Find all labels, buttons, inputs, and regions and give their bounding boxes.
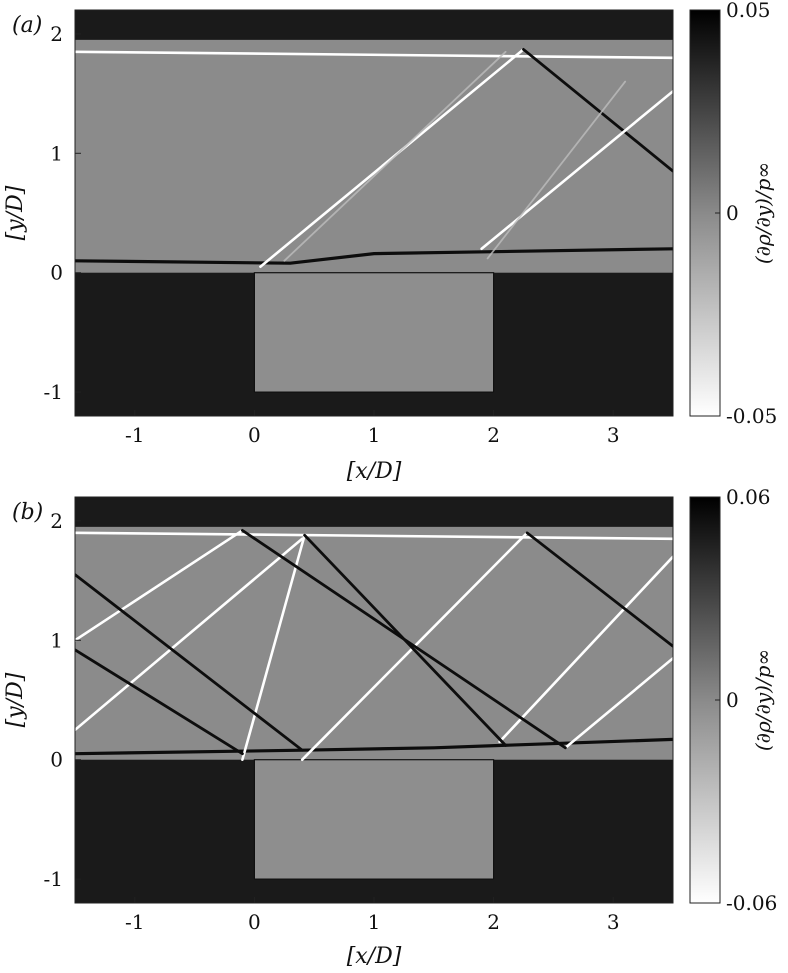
wall_line-1: [75, 50, 673, 60]
colorbar-label: (∂ρ/∂y)/p∞: [751, 162, 775, 264]
y-tick-label: 1: [50, 628, 63, 652]
shock-6: [486, 80, 627, 260]
x-axis-label: [x/D]: [347, 459, 402, 484]
shock-7: [75, 537, 304, 732]
colorbar-tick-label: 0: [726, 688, 739, 712]
shock-8: [75, 573, 304, 752]
wall_line-1: [75, 531, 673, 541]
x-tick-label: -1: [125, 423, 144, 447]
x-tick-label: 1: [368, 423, 381, 447]
colorbar-tick-label: 0.06: [726, 485, 771, 509]
panel-label: (a): [12, 13, 42, 38]
x-tick-label: 3: [607, 910, 620, 934]
shock-5: [283, 50, 507, 262]
top-wall: [75, 10, 673, 40]
y-axis-label: [y/D]: [3, 185, 28, 240]
x-tick-label: -1: [125, 910, 144, 934]
shock-5: [498, 555, 673, 744]
y-tick-label: 0: [50, 748, 63, 772]
floor-bottom: [75, 879, 673, 903]
plot-area: [75, 10, 673, 416]
shock-4: [480, 89, 673, 251]
x-tick-label: 3: [607, 423, 620, 447]
shock-9: [75, 648, 244, 756]
x-tick-label: 0: [248, 910, 261, 934]
shock-12: [525, 531, 673, 648]
panel-label: (b): [12, 500, 43, 525]
y-axis-label: [y/D]: [3, 672, 28, 727]
shock-6: [564, 656, 673, 750]
y-tick-label: 2: [50, 22, 63, 46]
shock-3: [241, 533, 306, 761]
x-tick-label: 2: [487, 910, 500, 934]
y-tick-label: -1: [44, 867, 63, 891]
panels-root: -1 0 1 2 3 2 1 0 -1 [x/D] [y/D] (a) 0.05 0 -0.05 (∂ρ/∂y…: [3, 0, 777, 969]
panel-b: -1 0 1 2 3 2 1 0 -1 [x/D] [y/D] (b) 0.06 0 -0.06 (∂ρ/∂y…: [3, 485, 777, 969]
x-tick-label: 0: [248, 423, 261, 447]
top-wall: [75, 497, 673, 527]
x-axis-label: [x/D]: [347, 944, 402, 969]
y-tick-label: 0: [50, 261, 63, 285]
colorbar-tick-label: 0.05: [726, 0, 771, 22]
colorbar-tick-label: -0.06: [726, 891, 777, 915]
colorbar: 0.06 0 -0.06 (∂ρ/∂y)/p∞: [689, 485, 777, 915]
plot-area: [75, 497, 673, 903]
shear_layer-0: [75, 737, 673, 756]
y-tick-label: 1: [50, 141, 63, 165]
cavity: [253, 272, 495, 393]
x-tick-label: 2: [487, 423, 500, 447]
shock-3: [522, 48, 673, 173]
shock-11: [303, 533, 507, 747]
colorbar: 0.05 0 -0.05 (∂ρ/∂y)/p∞: [689, 0, 777, 428]
colorbar-tick-label: 0: [726, 201, 739, 225]
shear_layer-0: [75, 247, 673, 265]
colorbar-tick-label: -0.05: [726, 404, 777, 428]
cavity: [253, 759, 495, 880]
panel-a: -1 0 1 2 3 2 1 0 -1 [x/D] [y/D] (a) 0.05 0 -0.05 (∂ρ/∂y…: [3, 0, 777, 484]
shock-2: [75, 529, 244, 642]
y-tick-label: 2: [50, 509, 63, 533]
floor-bottom: [75, 392, 673, 416]
colorbar-label: (∂ρ/∂y)/p∞: [751, 649, 775, 751]
x-tick-label: 1: [368, 910, 381, 934]
y-tick-label: -1: [44, 380, 63, 404]
